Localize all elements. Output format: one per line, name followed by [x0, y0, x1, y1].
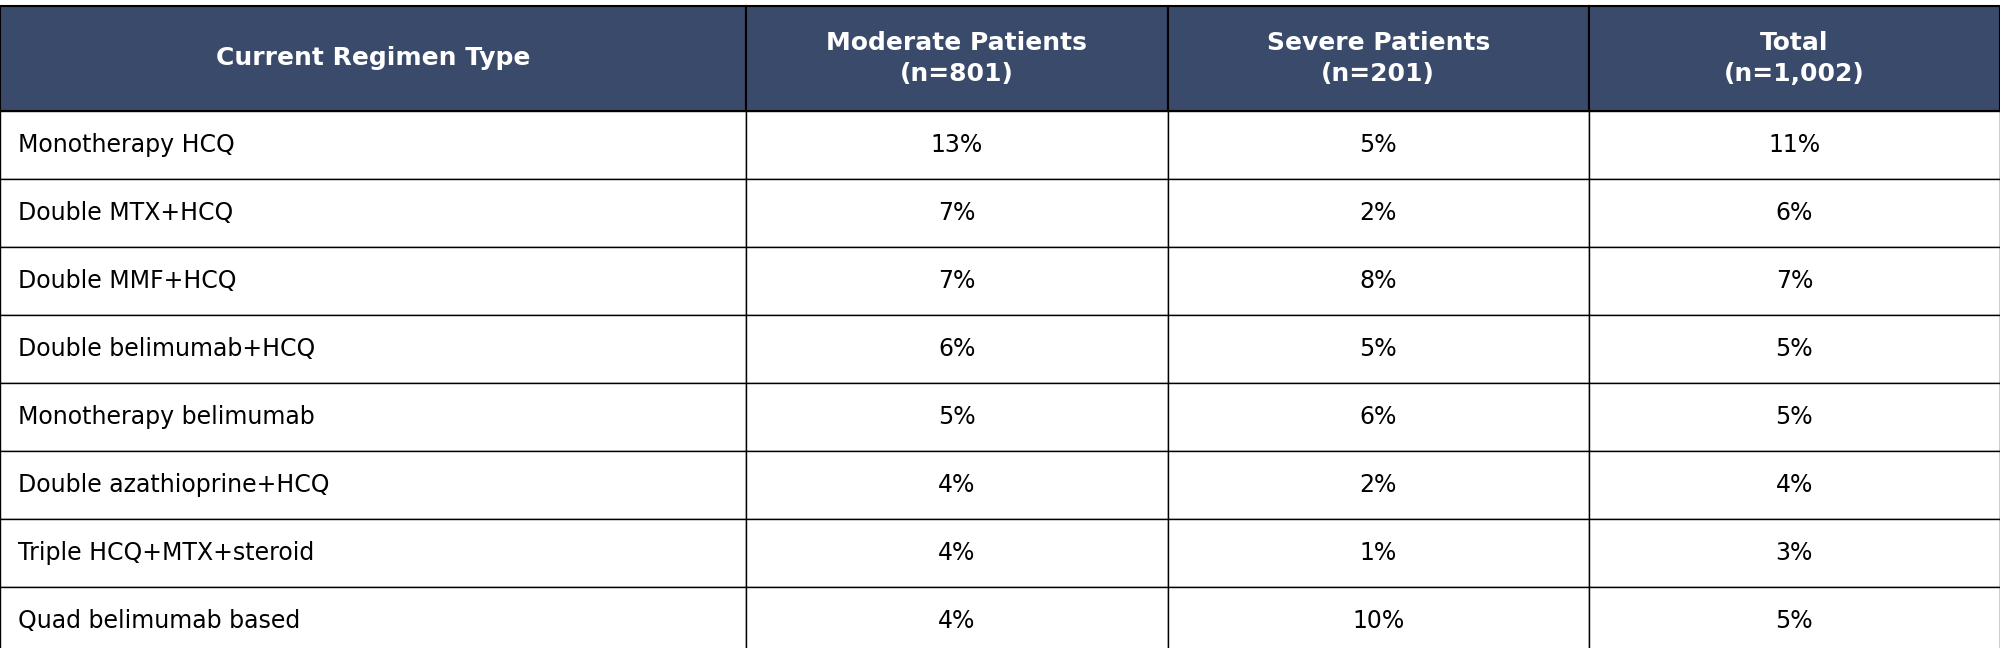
Text: 4%: 4%	[938, 473, 976, 497]
Text: Current Regimen Type: Current Regimen Type	[216, 47, 530, 71]
Text: Double MMF+HCQ: Double MMF+HCQ	[18, 269, 236, 293]
Bar	[1588, 247, 2000, 315]
Bar	[1168, 179, 1588, 247]
Text: Triple HCQ+MTX+steroid: Triple HCQ+MTX+steroid	[18, 541, 314, 565]
Text: Double belimumab+HCQ: Double belimumab+HCQ	[18, 337, 316, 361]
Bar	[1168, 315, 1588, 383]
Bar	[746, 451, 1168, 519]
Bar	[0, 111, 746, 179]
Text: 7%: 7%	[1776, 269, 1814, 293]
Text: Double MTX+HCQ: Double MTX+HCQ	[18, 201, 234, 225]
Text: 6%: 6%	[1360, 405, 1396, 429]
Text: 10%: 10%	[1352, 609, 1404, 633]
Bar	[746, 247, 1168, 315]
Text: 2%: 2%	[1360, 473, 1396, 497]
Bar	[746, 383, 1168, 451]
Bar	[0, 383, 746, 451]
Text: 4%: 4%	[938, 541, 976, 565]
Bar	[0, 519, 746, 587]
Text: 3%: 3%	[1776, 541, 1814, 565]
Text: Moderate Patients
(n=801): Moderate Patients (n=801)	[826, 31, 1088, 86]
Bar	[0, 6, 746, 111]
Text: 5%: 5%	[1776, 337, 1814, 361]
Bar	[1168, 587, 1588, 648]
Bar	[1168, 111, 1588, 179]
Bar	[1588, 179, 2000, 247]
Bar	[1168, 247, 1588, 315]
Bar	[1588, 315, 2000, 383]
Text: 5%: 5%	[938, 405, 976, 429]
Text: 5%: 5%	[1360, 337, 1396, 361]
Bar	[746, 6, 1168, 111]
Text: Double azathioprine+HCQ: Double azathioprine+HCQ	[18, 473, 330, 497]
Text: 7%: 7%	[938, 269, 976, 293]
Bar	[0, 179, 746, 247]
Bar	[746, 587, 1168, 648]
Text: Total
(n=1,002): Total (n=1,002)	[1724, 31, 1864, 86]
Text: 5%: 5%	[1776, 609, 1814, 633]
Text: 13%: 13%	[930, 133, 982, 157]
Bar	[1588, 451, 2000, 519]
Text: 2%: 2%	[1360, 201, 1396, 225]
Text: 5%: 5%	[1360, 133, 1396, 157]
Bar	[1168, 6, 1588, 111]
Bar	[746, 519, 1168, 587]
Bar	[0, 451, 746, 519]
Text: Severe Patients
(n=201): Severe Patients (n=201)	[1266, 31, 1490, 86]
Bar	[1588, 111, 2000, 179]
Text: 6%: 6%	[938, 337, 976, 361]
Bar	[0, 587, 746, 648]
Bar	[746, 111, 1168, 179]
Text: 8%: 8%	[1360, 269, 1396, 293]
Bar	[746, 179, 1168, 247]
Text: 11%: 11%	[1768, 133, 1820, 157]
Bar	[1588, 519, 2000, 587]
Bar	[1168, 383, 1588, 451]
Text: 6%: 6%	[1776, 201, 1814, 225]
Bar	[1588, 587, 2000, 648]
Text: Monotherapy belimumab: Monotherapy belimumab	[18, 405, 314, 429]
Bar	[1588, 6, 2000, 111]
Bar	[0, 247, 746, 315]
Bar	[1588, 383, 2000, 451]
Bar	[746, 315, 1168, 383]
Text: Monotherapy HCQ: Monotherapy HCQ	[18, 133, 234, 157]
Bar	[1168, 519, 1588, 587]
Bar	[1168, 451, 1588, 519]
Text: 1%: 1%	[1360, 541, 1396, 565]
Text: Quad belimumab based: Quad belimumab based	[18, 609, 300, 633]
Text: 5%: 5%	[1776, 405, 1814, 429]
Text: 4%: 4%	[1776, 473, 1814, 497]
Text: 7%: 7%	[938, 201, 976, 225]
Bar	[0, 315, 746, 383]
Text: 4%: 4%	[938, 609, 976, 633]
